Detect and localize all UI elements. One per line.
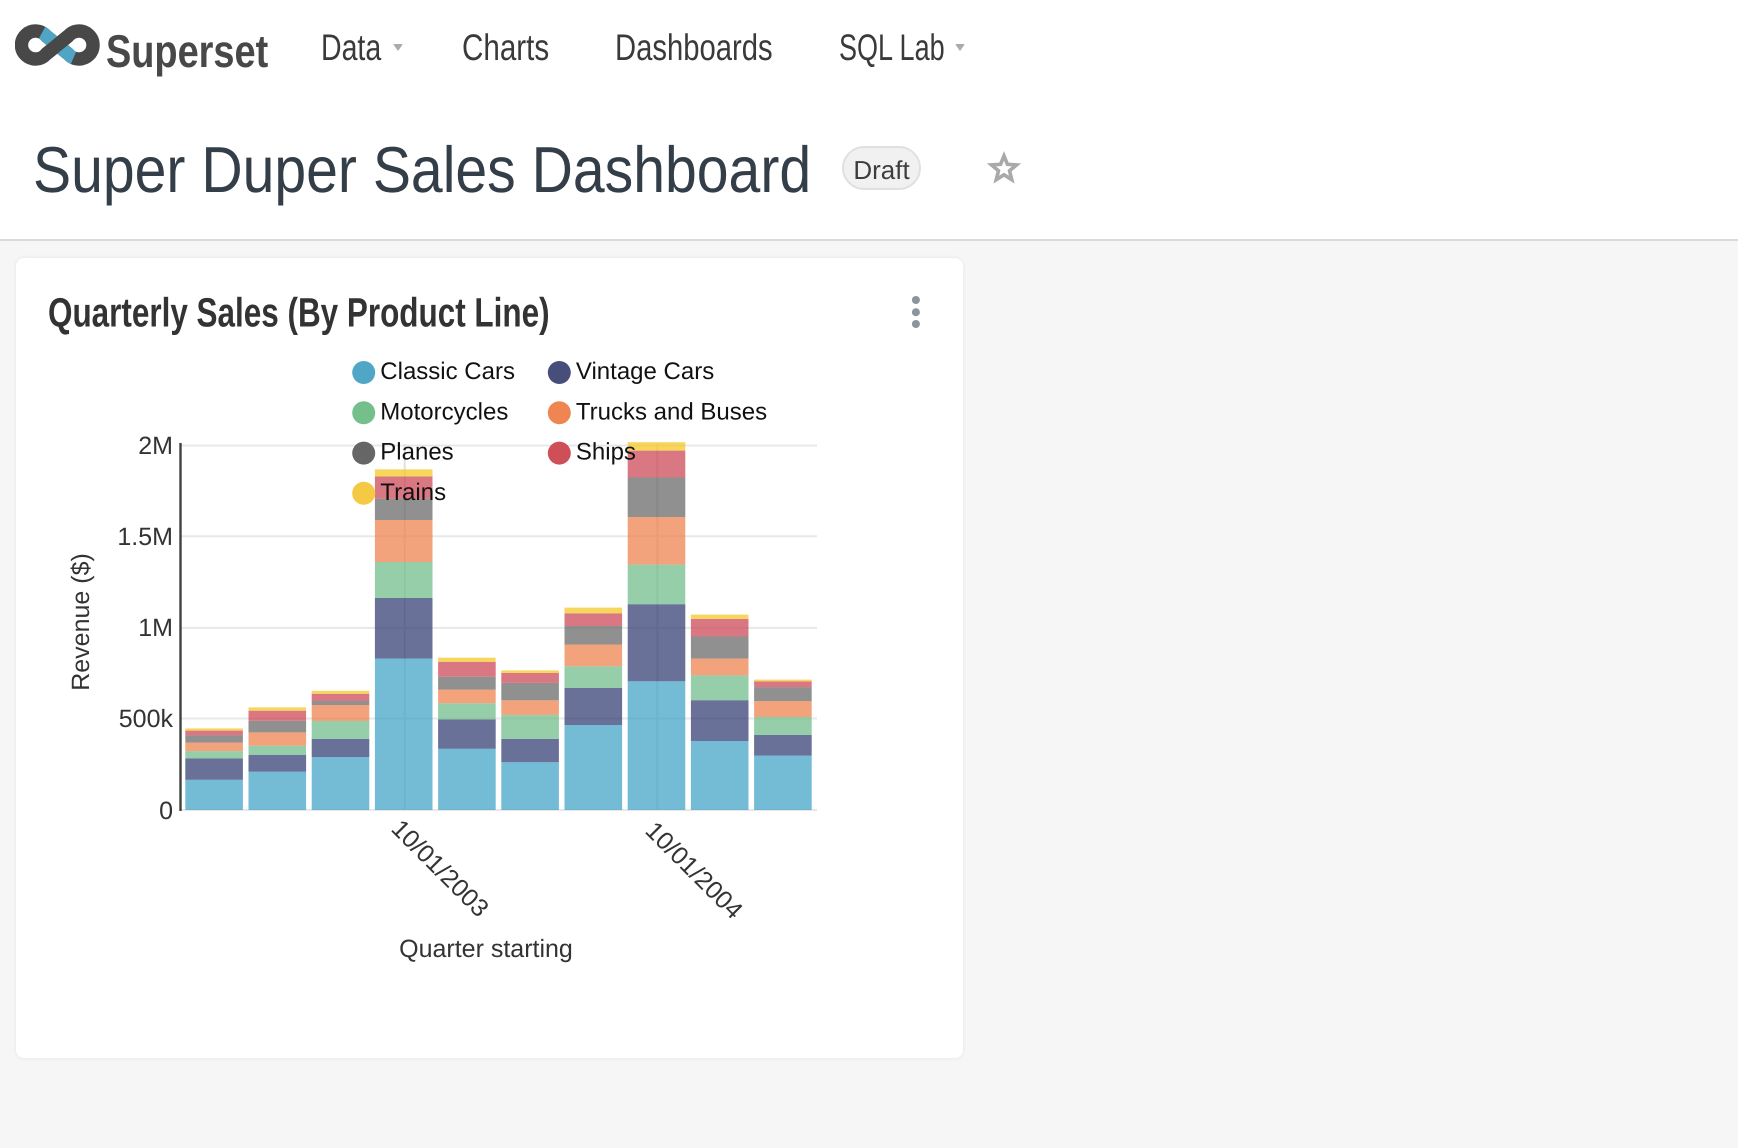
- svg-text:Trucks and Buses: Trucks and Buses: [576, 398, 767, 425]
- svg-text:Revenue ($): Revenue ($): [67, 553, 95, 691]
- svg-text:1.5M: 1.5M: [117, 523, 173, 551]
- svg-text:500k: 500k: [119, 705, 174, 733]
- svg-text:Draft: Draft: [853, 155, 910, 185]
- svg-text:Vintage Cars: Vintage Cars: [576, 358, 714, 385]
- svg-text:Quarter starting: Quarter starting: [399, 935, 573, 963]
- svg-text:10/01/2003: 10/01/2003: [386, 814, 494, 922]
- svg-text:Quarterly Sales (By Product Li: Quarterly Sales (By Product Line): [48, 289, 550, 335]
- svg-text:Trains: Trains: [380, 479, 446, 506]
- svg-text:Ships: Ships: [576, 439, 636, 466]
- svg-text:0: 0: [159, 797, 173, 825]
- svg-text:Classic Cars: Classic Cars: [380, 358, 515, 385]
- svg-text:Super Duper Sales Dashboard: Super Duper Sales Dashboard: [33, 133, 811, 206]
- svg-text:Superset: Superset: [106, 25, 268, 77]
- svg-text:10/01/2004: 10/01/2004: [640, 816, 748, 924]
- svg-text:Charts: Charts: [462, 27, 549, 68]
- svg-text:Dashboards: Dashboards: [615, 27, 773, 68]
- svg-text:2M: 2M: [138, 432, 173, 460]
- svg-text:Planes: Planes: [380, 439, 453, 466]
- svg-text:Motorcycles: Motorcycles: [380, 398, 508, 425]
- svg-text:1M: 1M: [138, 614, 173, 642]
- svg-text:Data: Data: [321, 27, 382, 68]
- svg-text:SQL Lab: SQL Lab: [839, 27, 945, 68]
